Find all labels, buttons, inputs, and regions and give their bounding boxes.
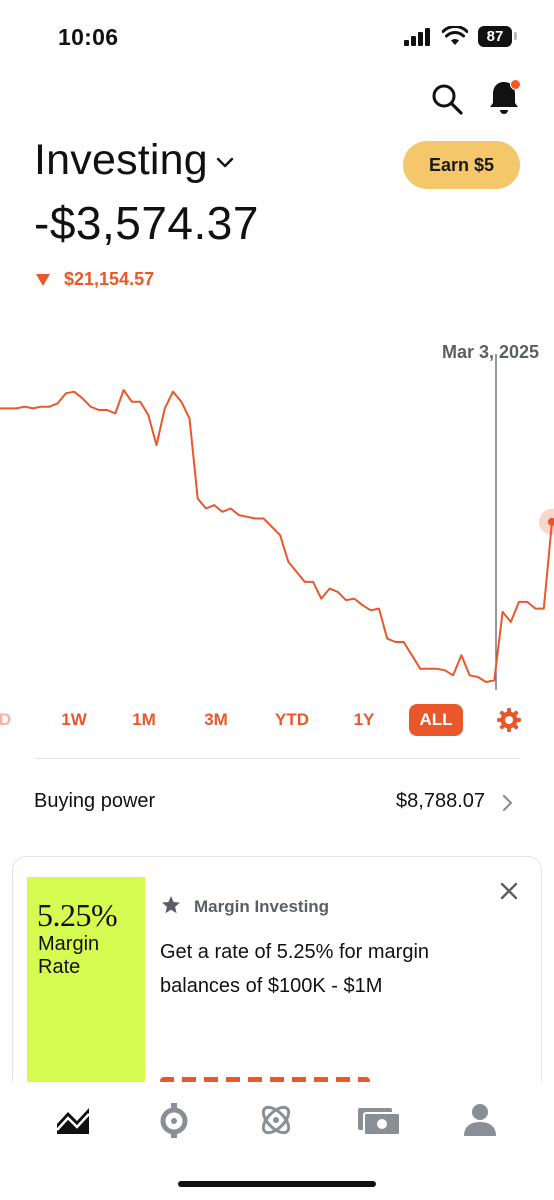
- star-icon: [162, 896, 180, 914]
- portfolio-balance: -$3,574.37: [34, 197, 259, 249]
- notification-badge: [510, 79, 521, 90]
- account-selector[interactable]: Investing: [34, 136, 234, 185]
- account-icon[interactable]: [460, 1100, 500, 1140]
- range-1m[interactable]: 1M: [132, 710, 156, 729]
- page-title: Investing: [34, 136, 208, 184]
- buying-power-row[interactable]: Buying power $8,788.07: [0, 780, 554, 826]
- chart-series-line: [0, 389, 553, 683]
- atom-icon[interactable]: [256, 1100, 296, 1140]
- battery-icon: 87: [478, 26, 512, 47]
- crypto-icon[interactable]: [154, 1100, 194, 1140]
- buying-power-label: Buying power: [34, 790, 156, 812]
- close-icon[interactable]: [499, 881, 519, 901]
- cash-icon[interactable]: [356, 1100, 402, 1140]
- range-all[interactable]: ALL: [409, 704, 463, 736]
- promo-rate-label: Margin Rate: [38, 933, 99, 979]
- buying-power-value: $8,788.07: [396, 790, 485, 812]
- gear-icon[interactable]: [496, 707, 522, 733]
- wifi-icon: [442, 26, 468, 45]
- promo-rate: 5.25%: [37, 897, 118, 933]
- chevron-right-icon: [502, 794, 513, 812]
- status-bar: 10:06 87: [0, 0, 554, 72]
- triangle-down-icon: [36, 273, 50, 286]
- search-icon[interactable]: [428, 80, 466, 118]
- range-selector: D 1W 1M 3M YTD 1Y ALL: [0, 704, 554, 740]
- change-value: $21,154.57: [64, 269, 155, 289]
- promo-link-peek: [160, 1077, 370, 1085]
- promo-tag: Margin Investing: [194, 897, 330, 916]
- range-ytd[interactable]: YTD: [275, 710, 309, 729]
- promo-text: Get a rate of 5.25% for margin balances …: [160, 941, 430, 997]
- margin-promo-card[interactable]: 5.25% Margin Rate Margin Investing Get a…: [12, 856, 542, 1116]
- promo-rate-label-line2: Rate: [38, 956, 81, 978]
- cellular-signal-icon: [404, 28, 432, 46]
- home-indicator: [178, 1181, 376, 1187]
- chart-current-point: [548, 517, 554, 526]
- promo-rate-tile: 5.25% Margin Rate: [27, 877, 145, 1097]
- earn-button[interactable]: Earn $5: [403, 141, 520, 189]
- chevron-down-icon: [216, 157, 234, 167]
- range-1w[interactable]: 1W: [61, 710, 87, 729]
- promo-rate-label-line1: Margin: [38, 933, 100, 955]
- chart-current-point-halo: [539, 508, 554, 535]
- portfolio-chart[interactable]: [0, 330, 554, 700]
- status-time: 10:06: [58, 24, 119, 50]
- chart-icon[interactable]: [54, 1100, 94, 1140]
- tab-bar: [0, 1082, 554, 1200]
- portfolio-change: $21,154.57: [36, 269, 154, 290]
- range-3m[interactable]: 3M: [204, 710, 228, 729]
- battery-tip: [514, 32, 517, 40]
- range-1y[interactable]: 1Y: [353, 710, 375, 729]
- chart-selected-date: Mar 3, 2025: [442, 342, 540, 362]
- range-d[interactable]: D: [0, 710, 12, 729]
- divider: [34, 758, 520, 759]
